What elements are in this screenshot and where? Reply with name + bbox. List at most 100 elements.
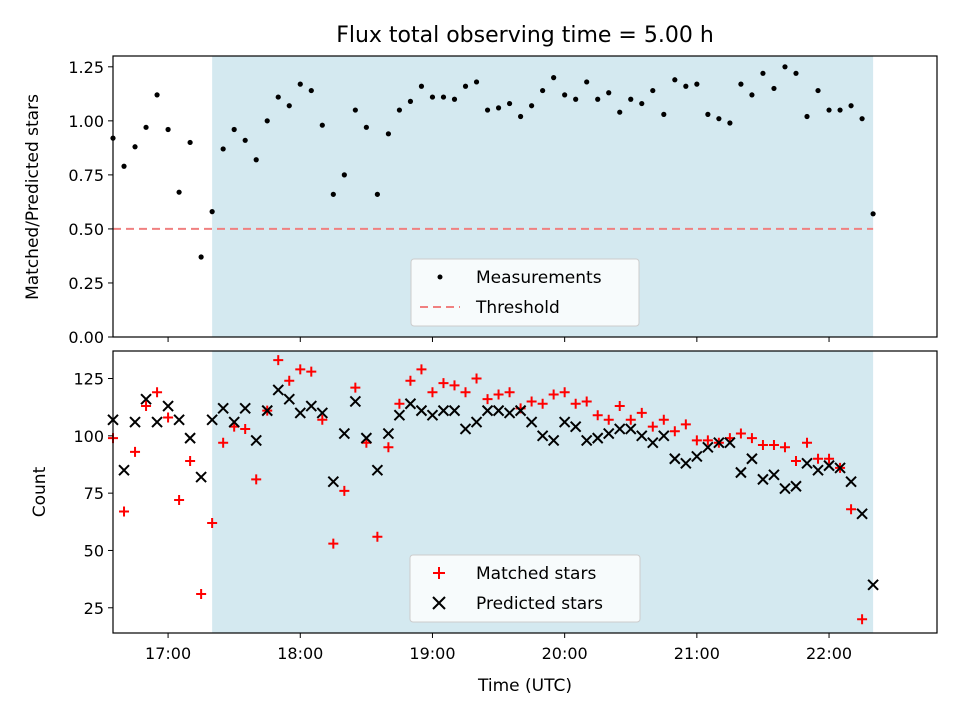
predicted-star-point xyxy=(636,430,648,442)
predicted-star-point xyxy=(669,453,681,465)
matched-star-point xyxy=(284,375,295,386)
predicted-star-point xyxy=(239,402,251,415)
predicted-star-point xyxy=(525,416,538,428)
matched-star-point xyxy=(119,506,130,517)
legend-label-measurements: Measurements xyxy=(476,268,602,288)
measurement-point xyxy=(319,122,325,128)
predicted-star-point xyxy=(569,420,582,433)
predicted-star-point xyxy=(349,395,362,408)
measurement-point xyxy=(385,131,392,137)
predicted-star-point xyxy=(845,475,857,488)
panel-counts: 25 50 75 100 125 17:00 18:00 19:00 20:00 21:00 22… xyxy=(30,350,938,696)
y-ticks-top: 0.00 0.25 0.50 0.75 1.00 1.25 xyxy=(68,58,113,347)
predicted-star-point xyxy=(713,436,725,449)
measurement-point xyxy=(220,146,226,152)
x-ticks-bottom: 17:00 18:00 19:00 20:00 21:00 22:00 xyxy=(145,633,852,663)
predicted-star-point xyxy=(834,462,846,474)
measurement-point xyxy=(286,103,292,109)
matched-star-point xyxy=(152,387,163,398)
measurement-point xyxy=(661,111,667,117)
predicted-star-point xyxy=(558,416,571,428)
predicted-star-point xyxy=(404,398,417,410)
legend-label-matched: Matched stars xyxy=(476,564,596,584)
matched-star-point xyxy=(196,589,207,600)
matched-star-point xyxy=(691,435,702,446)
predicted-star-point xyxy=(140,393,152,405)
x-tick-label: 20:00 xyxy=(542,644,588,663)
measurement-point xyxy=(352,107,358,113)
matched-star-point xyxy=(570,398,581,409)
matched-star-point xyxy=(526,396,537,407)
legend-marker-measurements xyxy=(437,274,443,280)
measurement-point xyxy=(694,81,700,87)
matched-star-point xyxy=(581,396,592,407)
matched-star-point xyxy=(658,414,669,425)
predicted-star-point xyxy=(647,436,659,449)
matched-star-point xyxy=(757,440,768,450)
measurement-point xyxy=(275,94,281,100)
measurement-point xyxy=(617,109,623,115)
measurement-point xyxy=(330,191,336,197)
matched-star-point xyxy=(328,538,339,549)
y-tick-label: 75 xyxy=(84,484,104,503)
x-tick-label: 22:00 xyxy=(806,644,852,663)
matched-star-point xyxy=(702,435,713,446)
predicted-star-point xyxy=(217,402,229,415)
predicted-star-point xyxy=(757,473,769,486)
predicted-star-point xyxy=(812,464,824,476)
predicted-star-point xyxy=(790,480,802,492)
measurement-point xyxy=(782,64,788,70)
y-axis-label-bottom: Count xyxy=(30,466,50,517)
measurement-point xyxy=(628,96,634,102)
matched-star-point xyxy=(603,414,614,425)
y-tick-label: 125 xyxy=(73,370,104,389)
matched-star-point xyxy=(394,398,405,409)
legend-marker-matched xyxy=(433,567,445,579)
matched-star-point xyxy=(846,504,857,515)
predicted-star-point xyxy=(591,432,604,444)
matched-star-point xyxy=(746,433,757,444)
axes-frame-top xyxy=(112,55,938,338)
matched-star-point xyxy=(383,442,394,453)
measurement-point xyxy=(264,118,270,124)
matched-star-point xyxy=(405,375,416,386)
matched-star-point xyxy=(735,428,746,439)
measurement-point xyxy=(165,126,171,133)
measurement-point xyxy=(308,87,314,94)
predicted-star-point xyxy=(503,407,516,419)
x-tick-label: 18:00 xyxy=(277,644,323,663)
predicted-star-point xyxy=(327,475,340,488)
predicted-star-point xyxy=(272,384,284,396)
measurement-point xyxy=(242,137,248,143)
predicted-star-point xyxy=(173,414,185,426)
predicted-star-point xyxy=(459,423,472,435)
predicted-star-point xyxy=(129,416,141,428)
measurement-point xyxy=(672,77,678,83)
predicted-star-point xyxy=(625,423,637,435)
predicted-star-point xyxy=(118,464,130,476)
predicted-star-point xyxy=(691,450,703,463)
predicted-star-point xyxy=(823,459,835,472)
predicted-star-point xyxy=(371,464,384,476)
predicted-star-point xyxy=(735,466,747,479)
predicted-star-point xyxy=(415,404,428,417)
measurement-point xyxy=(341,172,347,178)
matched-star-point xyxy=(185,456,196,467)
matched-star-point xyxy=(251,474,262,485)
measurement-point xyxy=(606,90,612,96)
matched-star-point xyxy=(857,614,868,625)
axes-frame-bottom xyxy=(112,350,938,634)
measurement-point xyxy=(793,70,799,76)
predicted-star-point xyxy=(316,407,329,419)
measurement-point xyxy=(804,113,810,120)
measurement-point xyxy=(440,94,447,100)
matched-star-point xyxy=(306,366,317,377)
matched-star-point xyxy=(802,437,813,448)
matched-star-point xyxy=(174,495,185,506)
y-tick-label: 25 xyxy=(84,599,104,618)
predicted-star-point xyxy=(603,427,615,440)
predicted-star-point xyxy=(393,409,406,421)
matched-star-point xyxy=(416,364,427,375)
y-tick-label: 0.25 xyxy=(68,274,104,293)
